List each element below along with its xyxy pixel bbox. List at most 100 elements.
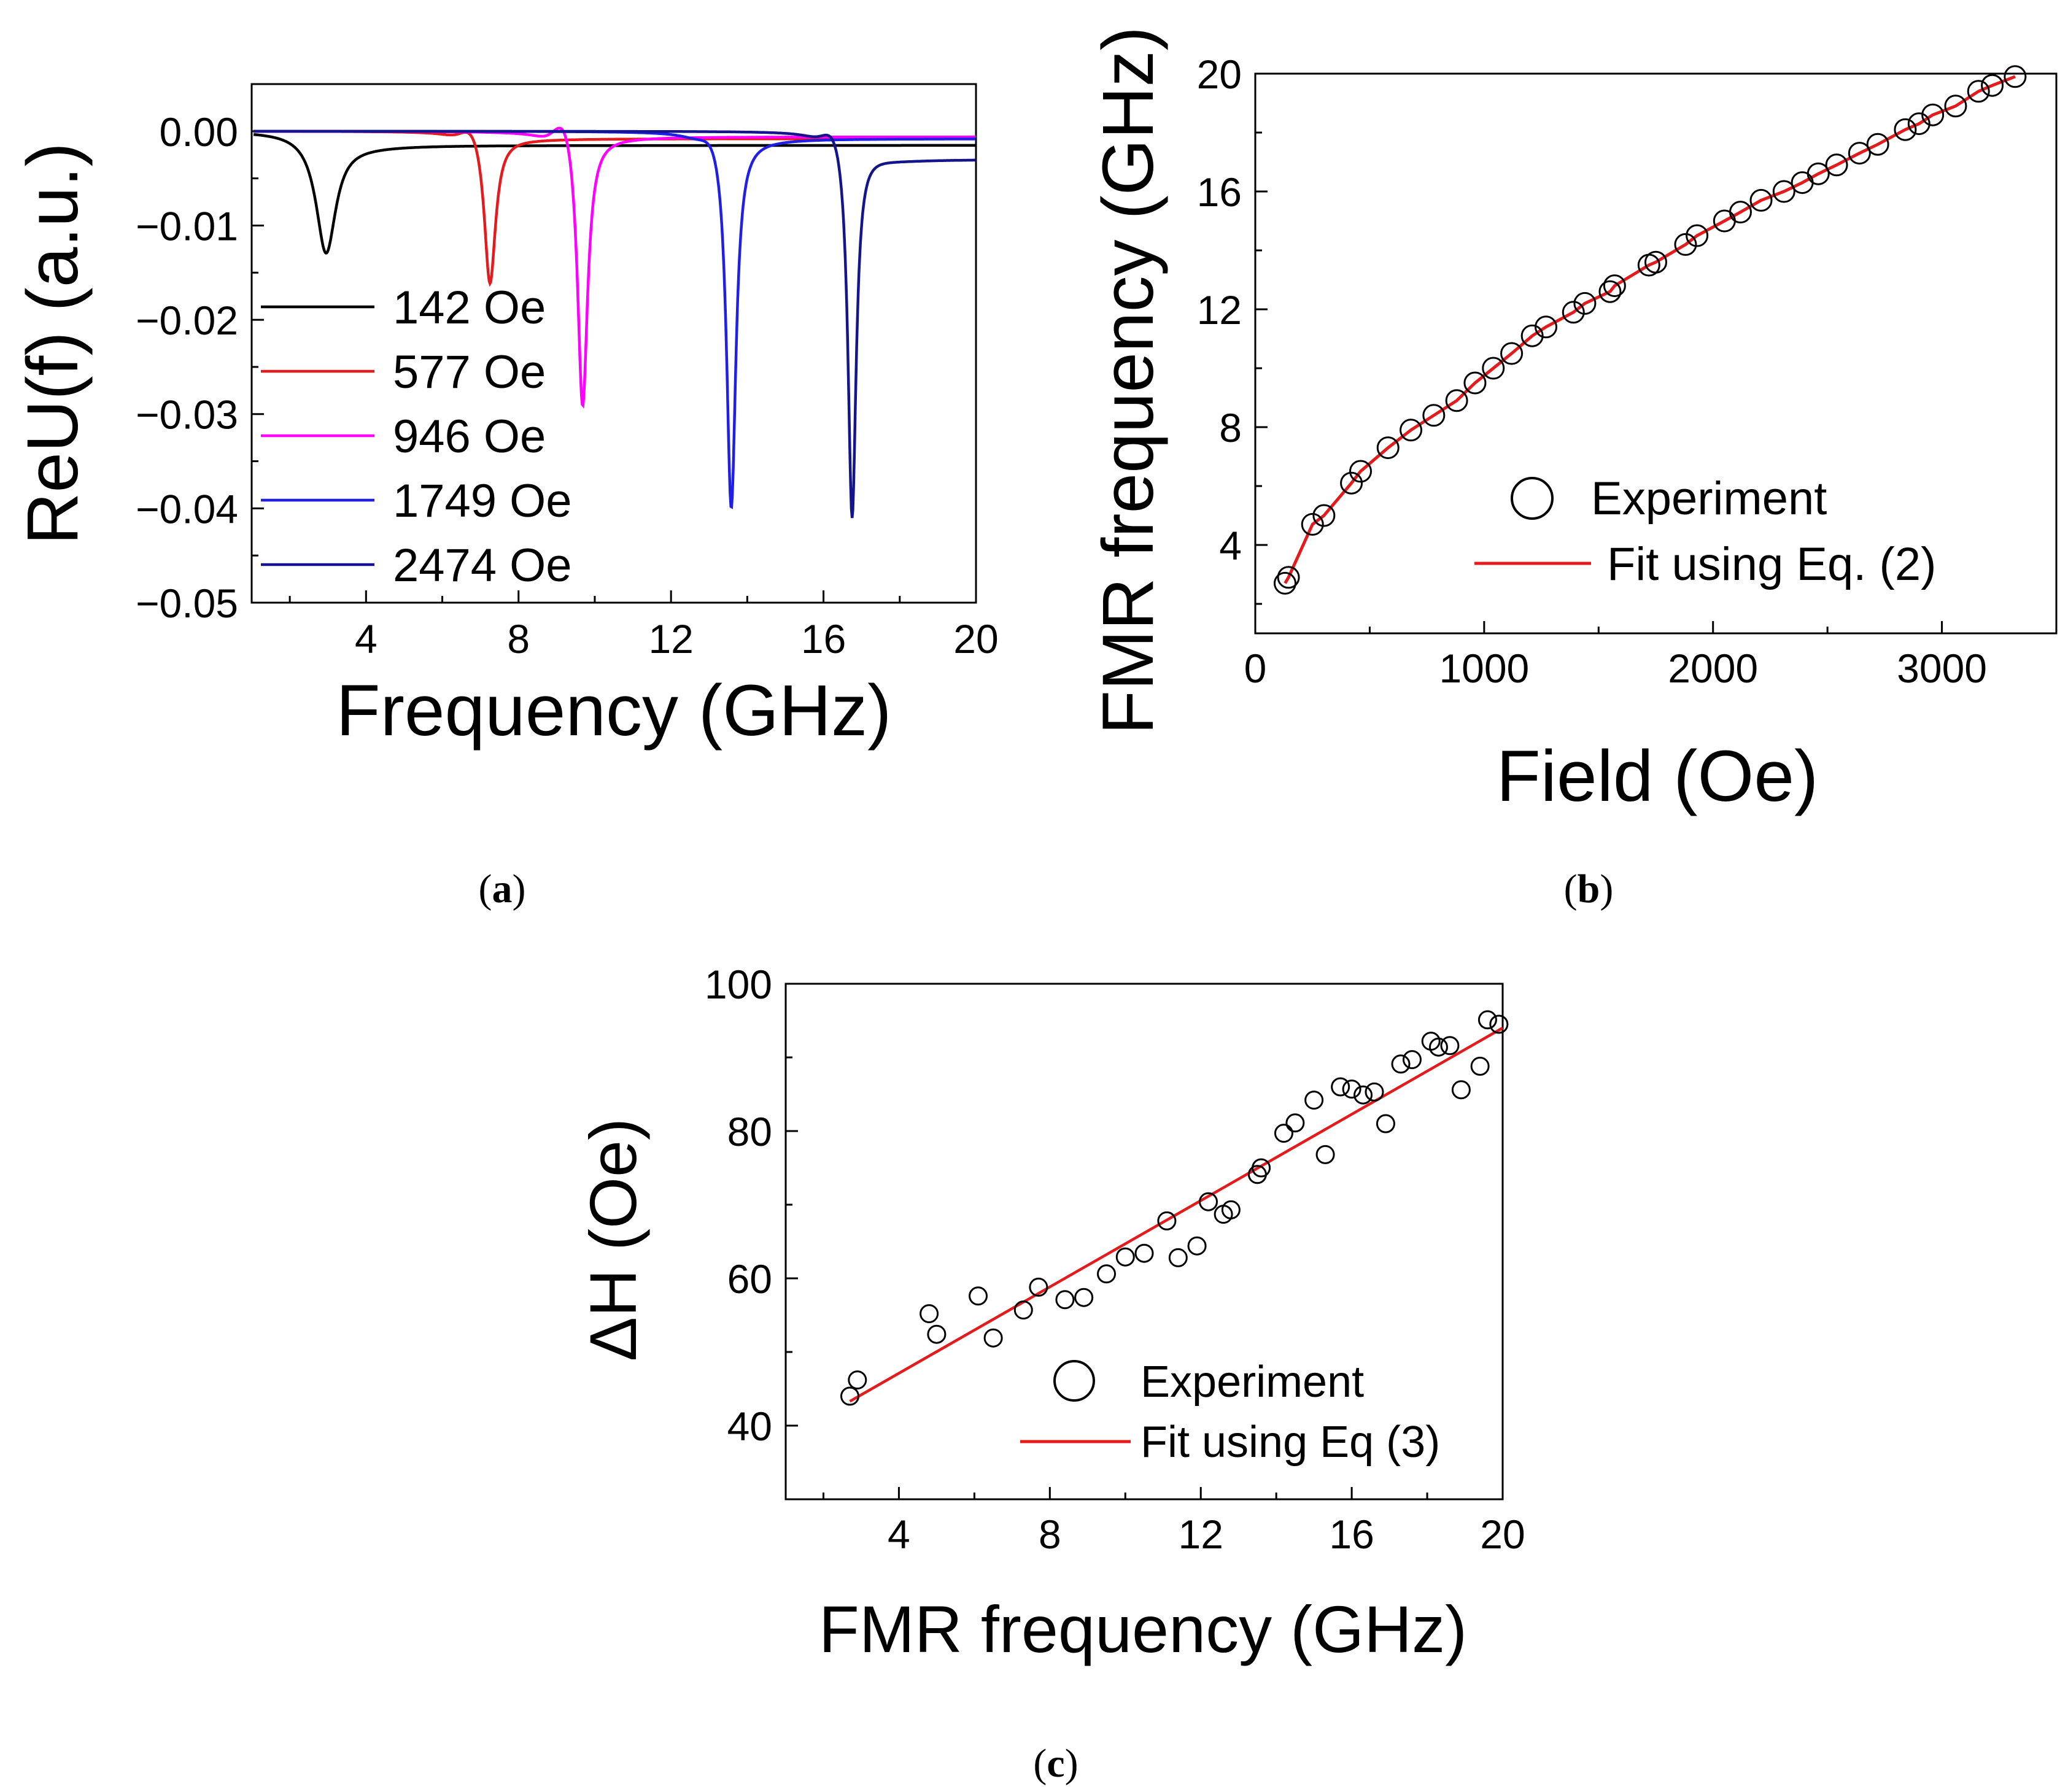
b-data-point [1644,250,1667,274]
panel-a-plot-frame [250,83,977,604]
a-legend-label: 1749 Oe [393,475,572,527]
c-data-point [1013,1300,1033,1320]
c-x-tick-label: 8 [1039,1512,1061,1557]
b-y-tick-label: 16 [1197,169,1242,215]
b-data-point [1598,280,1622,303]
b-data-point [1866,133,1889,156]
b-data-point [1482,357,1505,380]
a-x-tick-label: 16 [801,616,846,662]
b-data-point [1573,292,1597,315]
panel-c-legend: Experiment Fit using Eq (3) [1020,1358,1440,1467]
b-data-point [1277,566,1300,589]
panel-b-legend: Experiment Fit using Eq. (2) [1474,473,1936,590]
c-y-tick-label: 40 [727,1404,772,1449]
c-data-point [1029,1277,1048,1297]
c-data-point [1157,1211,1177,1230]
b-y-tick-label: 12 [1197,287,1242,333]
b-x-tick-label: 0 [1244,646,1267,691]
b-data-point [2004,65,2027,88]
c-data-point [1331,1077,1350,1097]
c-data-point [1365,1082,1384,1102]
a-series-line [254,129,976,519]
b-data-point [1312,504,1336,527]
b-data-point [1500,342,1524,365]
c-data-point [1315,1145,1335,1164]
c-data-point [840,1386,860,1406]
b-legend-marker [1511,477,1554,520]
b-data-point [1273,571,1296,595]
b-data-point [1907,112,1931,136]
panel-a-tick-labels: 4 8 12 16 20 0.00 −0.01 −0.02 −0.03 −0.04 −0.05 [136,109,999,662]
panel-c-points [840,1010,1509,1406]
c-y-tick-label: 80 [727,1109,772,1154]
a-y-tick-label: −0.02 [136,298,238,343]
c-data-point [1187,1236,1207,1256]
b-data-point [1749,188,1773,212]
caption-a: (a) [479,867,526,911]
c-y-tick-label: 60 [727,1256,772,1302]
panel-b-x-axis-label: Field (Oe) [1497,736,1819,817]
a-legend-label: 2474 Oe [393,539,572,592]
c-data-point [983,1328,1003,1348]
panel-c-x-axis-label: FMR frequency (GHz) [819,1592,1467,1666]
panel-a: 4 8 12 16 20 0.00 −0.01 −0.02 −0.03 −0.04 −0.05 14… [12,83,999,751]
caption-b: (b) [1564,867,1614,911]
panel-c-plot-frame [784,983,1504,1500]
b-data-point [1520,324,1544,347]
b-legend-label: Fit using Eq. (2) [1607,538,1936,590]
b-data-point [1807,162,1830,185]
b-data-point [1894,118,1917,141]
c-data-point [927,1324,947,1344]
panel-c-y-axis-label: ΔH (Oe) [576,1118,650,1361]
a-y-tick-label: 0.00 [160,109,238,155]
a-y-tick-label: −0.03 [136,392,238,438]
c-data-point [1376,1114,1395,1134]
b-x-tick-label: 2000 [1668,646,1758,691]
b-data-point [1772,180,1795,203]
b-data-point [1422,404,1446,427]
c-legend-marker [1053,1360,1095,1402]
panel-a-series [253,126,976,519]
a-x-tick-label: 4 [355,616,378,662]
c-data-point [1353,1085,1373,1105]
b-x-tick-label: 1000 [1439,646,1529,691]
b-data-point [1848,142,1871,165]
a-legend-label: 577 Oe [393,346,546,398]
a-x-tick-label: 12 [648,616,693,662]
panel-c-fit [849,1027,1504,1403]
c-data-point [1402,1050,1422,1070]
b-data-point [1686,224,1709,247]
b-data-point [1921,103,1945,126]
a-y-tick-label: −0.01 [136,203,238,249]
c-x-tick-label: 20 [1480,1512,1525,1557]
panel-a-y-axis-label: ReU(f) (a.u.) [12,142,93,545]
c-data-point [1451,1080,1471,1100]
b-data-point [1463,371,1487,395]
b-data-point [1981,74,2004,97]
c-data-point [1489,1014,1509,1034]
c-x-tick-label: 4 [888,1512,910,1557]
c-data-point [1285,1113,1305,1133]
a-x-tick-label: 20 [953,616,998,662]
panel-a-ticks [252,130,977,604]
panel-b-tick-labels: 0 1000 2000 3000 4 8 12 16 20 [1197,52,1987,691]
caption-b-letter: b [1578,867,1600,911]
c-data-point [1221,1200,1241,1219]
c-data-point [1342,1079,1361,1099]
b-data-point [1349,460,1373,483]
b-x-tick-label: 3000 [1897,646,1987,691]
b-legend-label: Experiment [1591,473,1827,525]
c-data-point [969,1286,988,1306]
c-y-tick-label: 100 [705,962,772,1007]
panel-b-ticks [1254,72,2058,633]
c-data-point [1199,1192,1218,1211]
b-data-point [1674,233,1697,256]
a-legend-label: 142 Oe [393,282,546,334]
b-data-point [1967,80,1990,103]
c-data-point [1304,1091,1324,1110]
c-legend-label: Fit using Eq (3) [1140,1418,1440,1467]
b-y-tick-label: 4 [1219,523,1242,568]
panel-a-x-axis-label: Frequency (GHz) [336,670,892,751]
c-x-tick-label: 12 [1178,1512,1223,1557]
